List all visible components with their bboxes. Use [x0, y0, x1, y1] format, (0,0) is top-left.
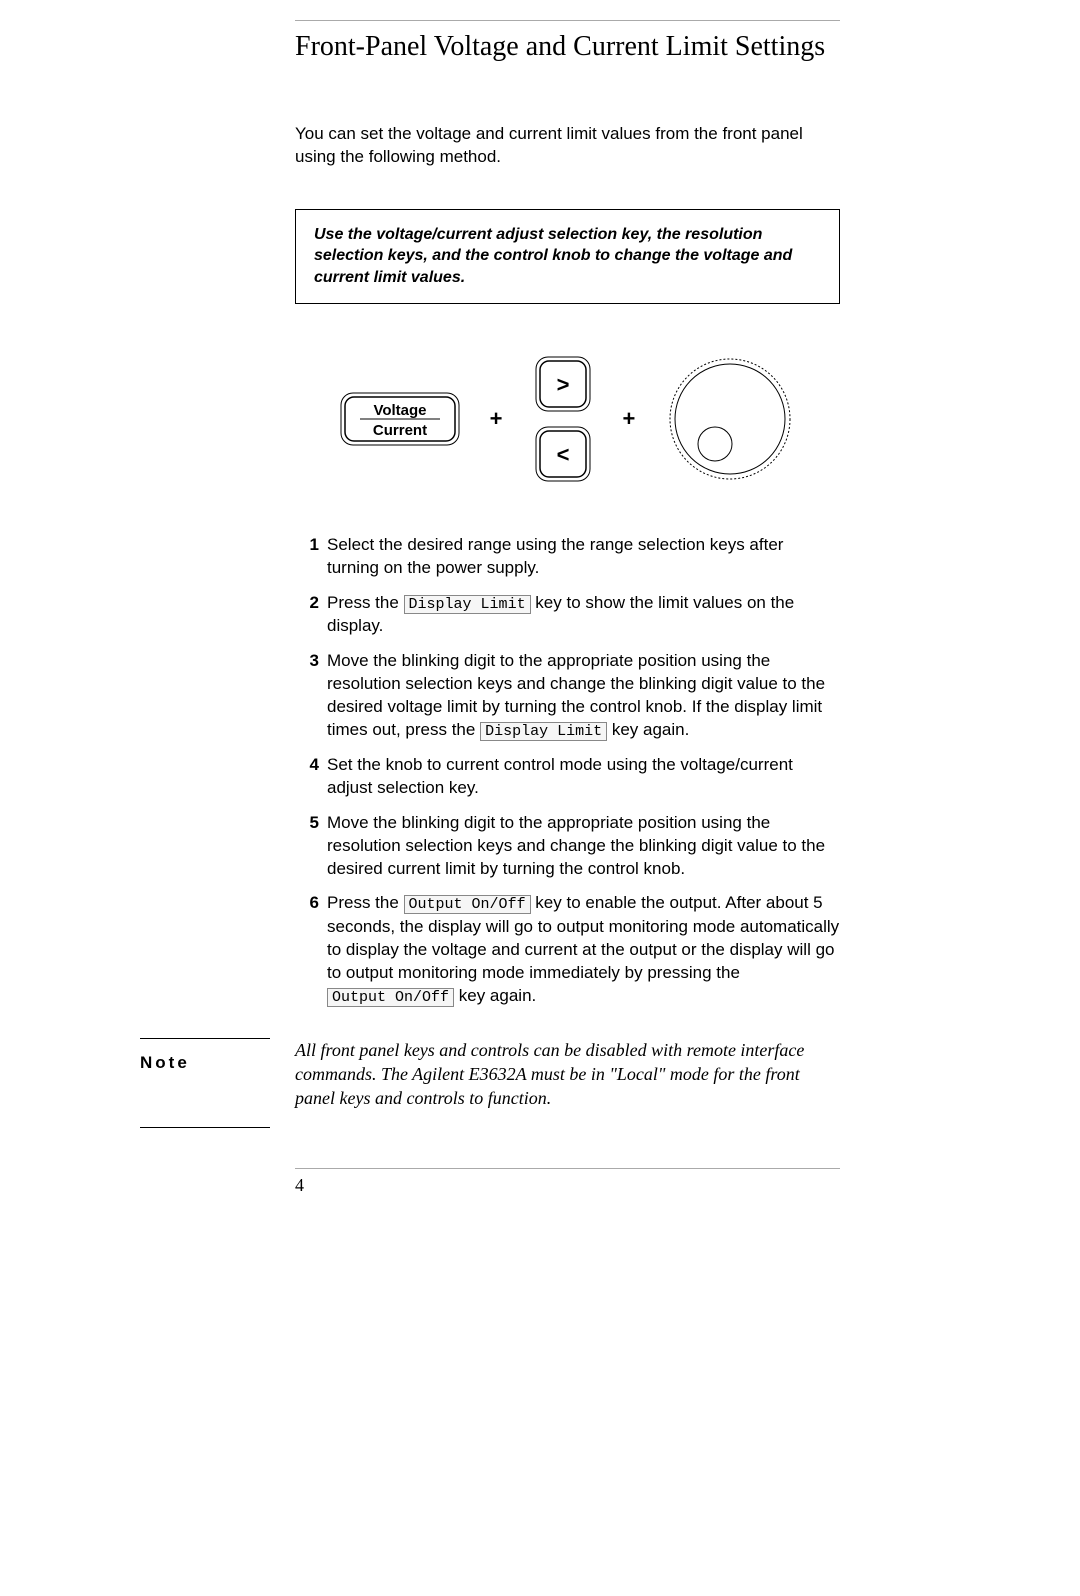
display_limit-key-label: Display Limit	[480, 722, 607, 741]
step-body: Select the desired range using the range…	[327, 534, 840, 580]
page-title: Front-Panel Voltage and Current Limit Se…	[295, 31, 840, 63]
bottom-rule	[295, 1168, 840, 1169]
resolution-keys-icon: > <	[533, 354, 593, 484]
arrow-up-label: >	[556, 372, 569, 397]
step-number: 4	[295, 754, 319, 800]
plus-icon: +	[490, 406, 503, 432]
output_on_off-key-label: Output On/Off	[327, 988, 454, 1007]
note-body: All front panel keys and controls can be…	[295, 1038, 840, 1128]
step-body: Move the blinking digit to the appropria…	[327, 812, 840, 881]
step-number: 1	[295, 534, 319, 580]
vc-bottom-label: Current	[373, 422, 427, 439]
step-item: 2Press the Display Limit key to show the…	[295, 592, 840, 638]
step-number: 6	[295, 892, 319, 1007]
step-item: 4Set the knob to current control mode us…	[295, 754, 840, 800]
vc-top-label: Voltage	[373, 402, 426, 419]
step-body: Move the blinking digit to the appropria…	[327, 650, 840, 742]
step-item: 6Press the Output On/Off key to enable t…	[295, 892, 840, 1007]
note-rule-top	[140, 1038, 270, 1039]
note-left-column: Note	[140, 1038, 295, 1128]
step-item: 1Select the desired range using the rang…	[295, 534, 840, 580]
step-number: 2	[295, 592, 319, 638]
note-label: Note	[140, 1053, 295, 1073]
controls-diagram: Voltage Current + > < +	[295, 354, 840, 484]
intro-paragraph: You can set the voltage and current limi…	[295, 123, 840, 169]
step-body: Press the Display Limit key to show the …	[327, 592, 840, 638]
callout-text: Use the voltage/current adjust selection…	[314, 224, 821, 289]
control-knob-icon	[665, 354, 795, 484]
note-rule-bottom	[140, 1127, 270, 1128]
step-item: 3Move the blinking digit to the appropri…	[295, 650, 840, 742]
document-page: Front-Panel Voltage and Current Limit Se…	[0, 0, 1080, 1596]
voltage-current-key-icon: Voltage Current	[340, 392, 460, 446]
step-body: Press the Output On/Off key to enable th…	[327, 892, 840, 1007]
step-number: 5	[295, 812, 319, 881]
step-body: Set the knob to current control mode usi…	[327, 754, 840, 800]
display_limit-key-label: Display Limit	[404, 595, 531, 614]
top-rule	[295, 20, 840, 21]
arrow-down-label: <	[556, 442, 569, 467]
step-number: 3	[295, 650, 319, 742]
output_on_off-key-label: Output On/Off	[404, 895, 531, 914]
plus-icon: +	[623, 406, 636, 432]
note-block: Note All front panel keys and controls c…	[140, 1038, 840, 1128]
callout-box: Use the voltage/current adjust selection…	[295, 209, 840, 304]
page-number: 4	[295, 1175, 840, 1196]
steps-list: 1Select the desired range using the rang…	[295, 534, 840, 1008]
step-item: 5Move the blinking digit to the appropri…	[295, 812, 840, 881]
